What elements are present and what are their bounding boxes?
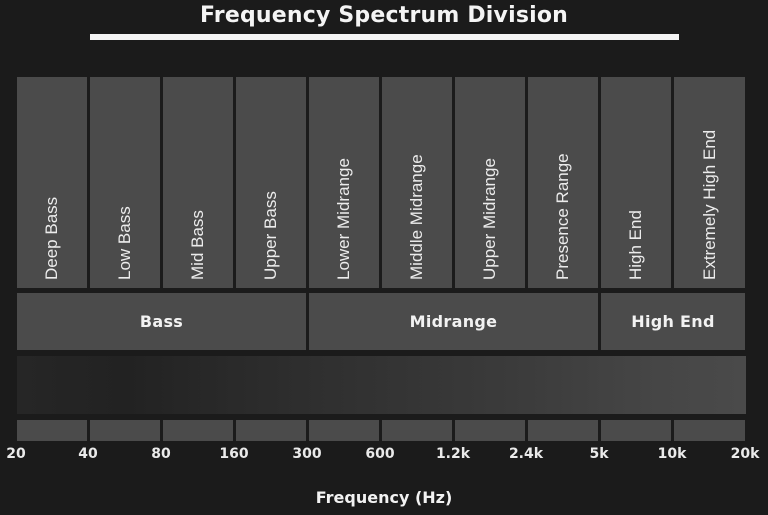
band-column: Deep Bass [17,77,87,288]
chart-title: Frequency Spectrum Division [199,3,569,28]
title-underline [90,34,679,40]
tick-label: 20k [730,446,760,462]
band-label: High End [626,210,645,280]
tick-label: 2.4k [508,446,544,462]
band-label: Deep Bass [42,196,61,280]
tick-label: 80 [151,446,171,462]
band-column: Upper Midrange [455,77,525,288]
band-columns: Deep Bass Low Bass Mid Bass Upper Bass L… [17,77,746,288]
band-label: Extremely High End [699,129,719,280]
band-label: Upper Midrange [480,158,499,280]
band-column: Presence Range [528,77,598,288]
tick-segment [674,420,745,441]
band-label: Presence Range [553,153,572,280]
tick-segments [17,420,746,441]
tick-segment [309,420,379,441]
group-bass: Bass [17,293,306,350]
tick-label: 1.2k [435,446,471,462]
tick-label: 160 [219,446,249,462]
tick-segment [17,420,87,441]
x-axis-ticks: 20 40 80 160 300 600 1.2k 2.4k 5k 10k 20… [0,446,768,466]
band-label: Upper Bass [261,191,280,280]
band-label: Low Bass [115,206,134,280]
tick-label: 5k [589,446,609,462]
band-column: High End [601,77,671,288]
group-row: Bass Midrange High End [17,293,746,350]
band-column: Extremely High End [674,77,745,288]
band-label: Middle Midrange [407,154,426,280]
tick-segment [163,420,233,441]
band-column: Mid Bass [163,77,233,288]
band-column: Upper Bass [236,77,306,288]
tick-segment [601,420,671,441]
group-midrange: Midrange [309,293,598,350]
band-column: Low Bass [90,77,160,288]
band-column: Middle Midrange [382,77,452,288]
band-label: Lower Midrange [334,158,353,280]
tick-label: 300 [292,446,322,462]
group-high-end: High End [601,293,745,350]
tick-segment [90,420,160,441]
tick-label: 40 [78,446,98,462]
band-label: Mid Bass [188,210,207,280]
tick-segment [236,420,306,441]
tick-label: 600 [365,446,395,462]
x-axis-title: Frequency (Hz) [315,488,453,507]
tick-segment [382,420,452,441]
tick-label: 10k [657,446,687,462]
intensity-gradient-bar [17,356,746,414]
tick-segment [455,420,525,441]
tick-label: 20 [6,446,26,462]
band-column: Lower Midrange [309,77,379,288]
tick-segment [528,420,598,441]
